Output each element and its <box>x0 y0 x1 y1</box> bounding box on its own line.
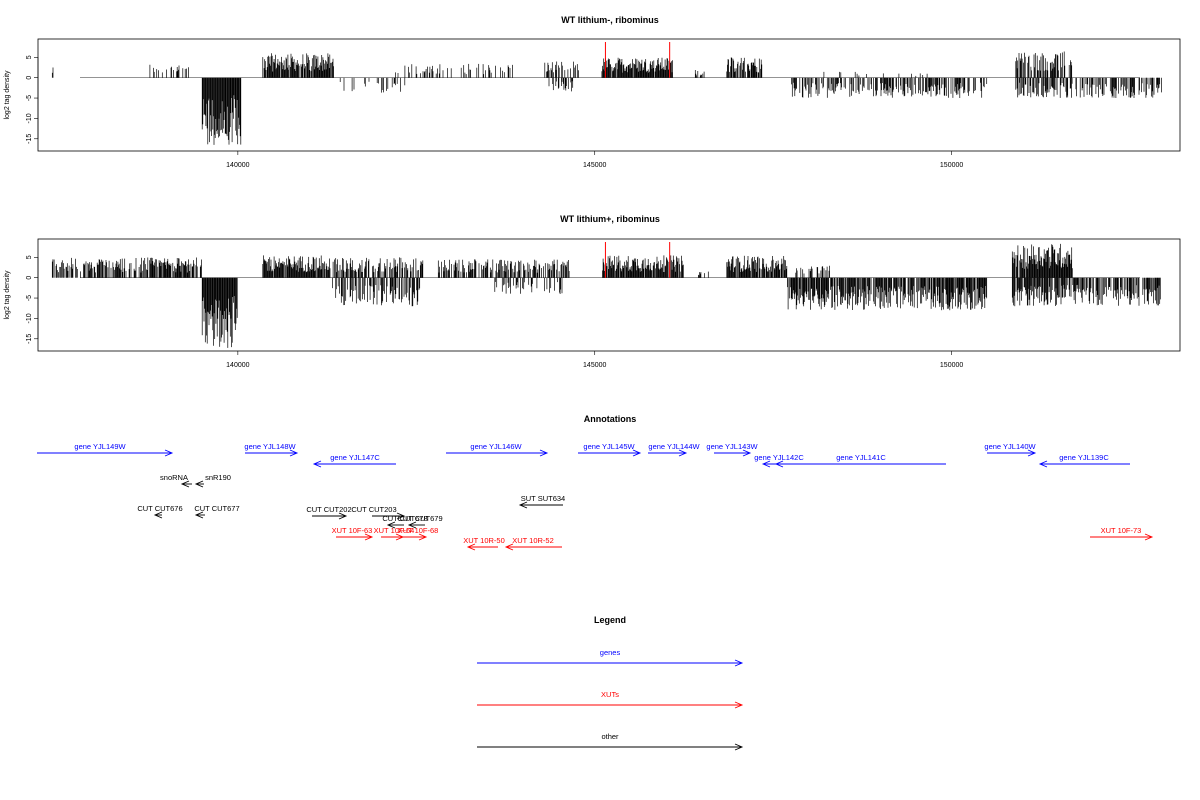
annotation-label: gene YJL147C <box>330 453 380 462</box>
annotation-label: XUT 10F-73 <box>1101 526 1142 535</box>
annotation-label: SUT SUT634 <box>521 494 565 503</box>
y-axis-label: log2 tag density <box>4 70 11 120</box>
annotation-label: snoRNA <box>160 473 188 482</box>
y-tick-label: -15 <box>26 134 33 144</box>
annotation-arrow-xut <box>504 543 562 551</box>
signal-bars <box>51 242 1161 348</box>
annotation-label: gene YJL149W <box>74 442 126 451</box>
annotation-label: CUT CUT676 <box>137 504 182 513</box>
x-tick-label: 145000 <box>583 162 606 169</box>
legend-arrow-other <box>477 743 744 751</box>
y-tick-label: -10 <box>26 313 33 323</box>
annotation-label: CUT CUT202 <box>306 505 351 514</box>
y-tick-label: -15 <box>26 334 33 344</box>
annotation-label: XUT 10F-63 <box>332 526 373 535</box>
annotation-label: XUT 10R-52 <box>512 536 554 545</box>
annotation-arrow-gene <box>578 449 642 457</box>
annotation-label: gene YJL143W <box>706 442 758 451</box>
annotation-arrow-other <box>518 501 563 509</box>
annotation-label: gene YJL145W <box>583 442 635 451</box>
annotations-title: Annotations <box>584 414 637 424</box>
annotation-arrow-other <box>180 480 192 488</box>
annotation-label: XUT 10R-50 <box>463 536 505 545</box>
y-tick-label: 0 <box>26 76 33 80</box>
annotation-label: CUT CUT678 <box>382 514 427 523</box>
annotations-panel: Annotations gene YJL149W gene YJL148Wgene… <box>37 414 1154 551</box>
annotation-arrow-xut <box>403 533 428 541</box>
y-tick-label: -10 <box>26 113 33 123</box>
panel-title: WT lithium+, ribominus <box>560 214 660 224</box>
y-tick-label: -5 <box>26 295 33 301</box>
legend-arrow-gene <box>477 659 744 667</box>
annotation-label: CUT CUT677 <box>194 504 239 513</box>
x-tick-label: 140000 <box>226 362 249 369</box>
annotation-label: XUT 10F-68 <box>398 526 439 535</box>
annotation-arrow-xut <box>1090 533 1154 541</box>
y-tick-label: 0 <box>26 276 33 280</box>
x-tick-label: 140000 <box>226 162 249 169</box>
annotation-arrow-gene <box>446 449 549 457</box>
annotation-arrow-gene <box>774 460 946 468</box>
annotation-label: gene YJL148W <box>244 442 296 451</box>
axes: 5 0 -5 -10 -15 140000 145000 150000 <box>26 55 963 169</box>
annotation-features: gene YJL149W gene YJL148W gene YJL147C gene… <box>37 442 1154 551</box>
annotation-arrow-gene <box>987 449 1037 457</box>
annotation-arrow-other <box>194 511 205 519</box>
annotation-arrow-other <box>407 521 425 529</box>
legend-label: other <box>601 732 619 741</box>
annotation-label: CUT CUT679 <box>397 514 442 523</box>
annotation-arrow-xut <box>336 533 374 541</box>
x-tick-label: 150000 <box>940 362 963 369</box>
annotation-arrow-xut <box>466 543 498 551</box>
annotation-arrow-gene <box>37 449 174 457</box>
annotation-arrow-other <box>386 521 404 529</box>
annotation-label: gene YJL139C <box>1059 453 1109 462</box>
annotation-label: gene YJL140W <box>984 442 1036 451</box>
annotation-arrow-gene <box>1038 460 1130 468</box>
annotation-arrow-gene <box>312 460 396 468</box>
annotation-arrow-other <box>372 512 406 520</box>
annotation-label: CUT CUT203 <box>351 505 396 514</box>
y-tick-label: -5 <box>26 95 33 101</box>
legend-panel: Legend genes XUTs other <box>477 615 744 751</box>
y-tick-label: 5 <box>26 55 33 59</box>
legend-label: XUTs <box>601 690 619 699</box>
annotation-arrow-other <box>153 511 163 519</box>
annotation-label: gene YJL141C <box>836 453 886 462</box>
annotation-arrow-gene <box>648 449 688 457</box>
annotation-label: XUT 10F-64 <box>374 526 415 535</box>
legend-entries: genes XUTs other <box>477 648 744 751</box>
y-axis-label: log2 tag density <box>4 270 11 320</box>
annotation-label: gene YJL146W <box>470 442 522 451</box>
x-tick-label: 145000 <box>583 362 606 369</box>
annotation-arrow-gene <box>714 449 752 457</box>
x-tick-label: 150000 <box>940 162 963 169</box>
legend-label: genes <box>600 648 621 657</box>
signal-bars <box>51 42 1162 145</box>
annotation-label: snR190 <box>205 473 231 482</box>
annotation-label: gene YJL144W <box>648 442 700 451</box>
panel-title: WT lithium-, ribominus <box>561 15 659 25</box>
y-tick-label: 5 <box>26 255 33 259</box>
track-panel-lithium-minus: WT lithium-, ribominus log2 tag density … <box>4 15 1181 169</box>
legend-arrow-xut <box>477 701 744 709</box>
legend-title: Legend <box>594 615 626 625</box>
annotation-arrow-other <box>312 512 348 520</box>
annotation-label: gene YJL142C <box>754 453 804 462</box>
axes: 5 0 -5 -10 -15 140000 145000 150000 <box>26 255 963 369</box>
annotation-arrow-gene <box>245 449 299 457</box>
track-panel-lithium-plus: WT lithium+, ribominus log2 tag density … <box>4 214 1181 369</box>
annotation-arrow-other <box>194 480 204 488</box>
